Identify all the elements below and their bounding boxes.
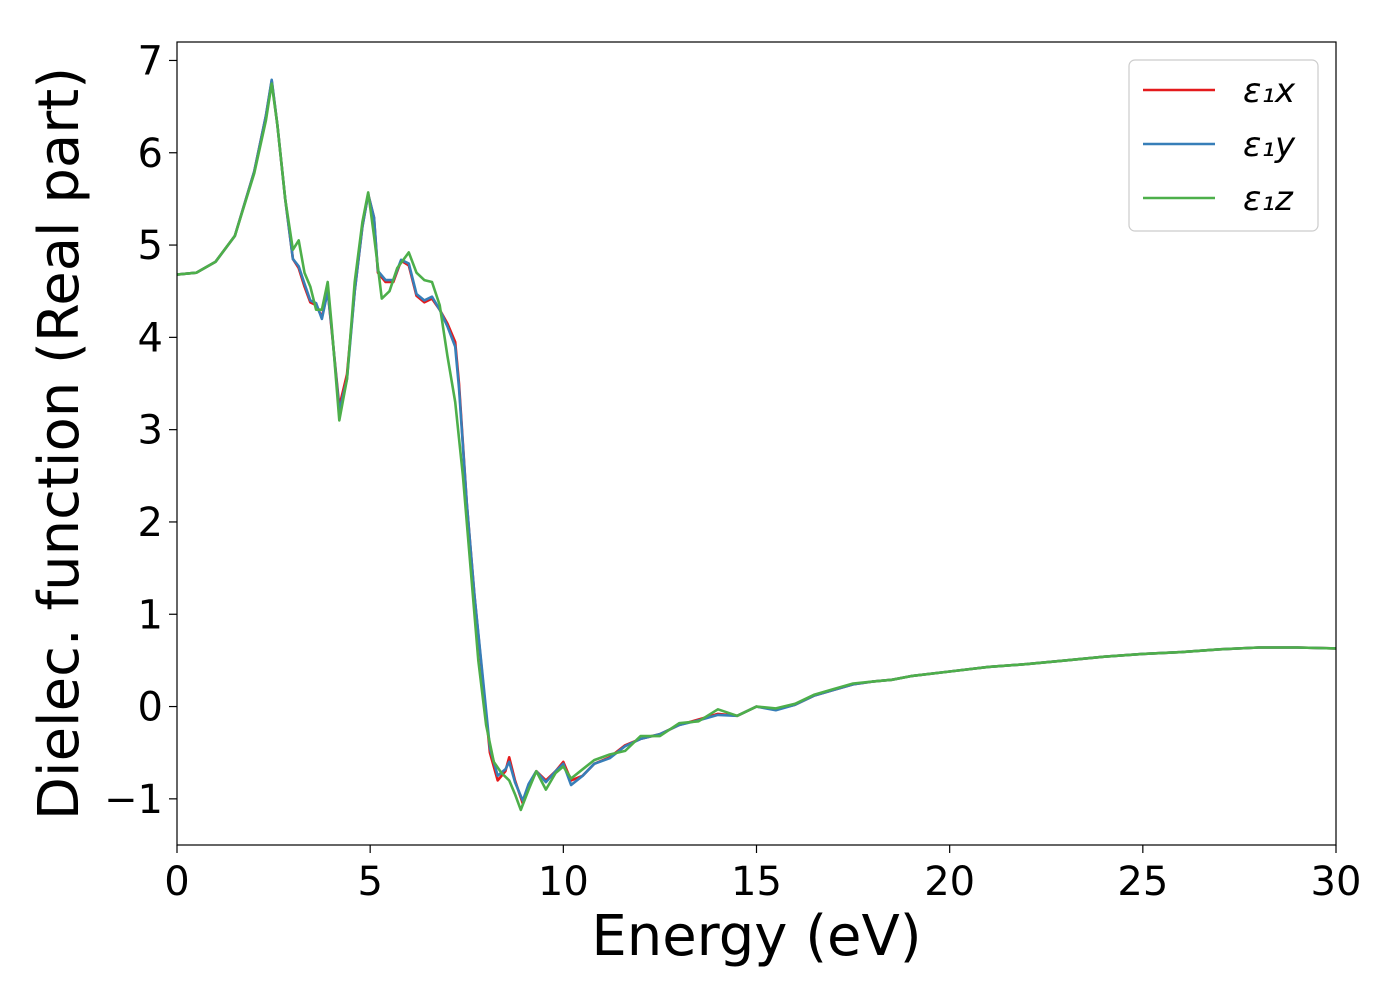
x-axis-ticks: 0 5 10 15 20 25 30 <box>164 845 1361 905</box>
y-tick-label: 6 <box>138 131 163 177</box>
y-tick-label: 1 <box>138 592 163 638</box>
x-tick-label: 20 <box>924 859 975 905</box>
y-tick-label: 0 <box>138 685 163 731</box>
plot-lines <box>176 78 1337 812</box>
y-tick-label: −1 <box>104 777 163 823</box>
y-axis-ticks: −1 0 1 2 3 4 5 6 7 <box>104 38 177 823</box>
y-axis-title: Dielec. function (Real part) <box>27 67 92 820</box>
x-tick-label: 0 <box>164 859 189 905</box>
legend-label: ε₁x <box>1243 71 1296 111</box>
legend-label: ε₁z <box>1243 179 1294 219</box>
y-tick-label: 4 <box>138 315 163 361</box>
y-tick-label: 5 <box>138 223 163 269</box>
x-tick-label: 5 <box>357 859 382 905</box>
legend: ε₁x ε₁y ε₁z <box>1128 59 1319 232</box>
x-tick-label: 10 <box>538 859 589 905</box>
series-line-3 <box>176 82 1337 812</box>
x-tick-label: 25 <box>1117 859 1168 905</box>
x-axis-title: Energy (eV) <box>591 904 921 969</box>
legend-label: ε₁y <box>1243 125 1296 165</box>
x-tick-label: 30 <box>1311 859 1362 905</box>
y-tick-label: 3 <box>138 408 163 454</box>
legend-box <box>1128 59 1319 232</box>
y-tick-label: 7 <box>138 38 163 84</box>
y-tick-label: 2 <box>138 500 163 546</box>
x-tick-label: 15 <box>731 859 782 905</box>
